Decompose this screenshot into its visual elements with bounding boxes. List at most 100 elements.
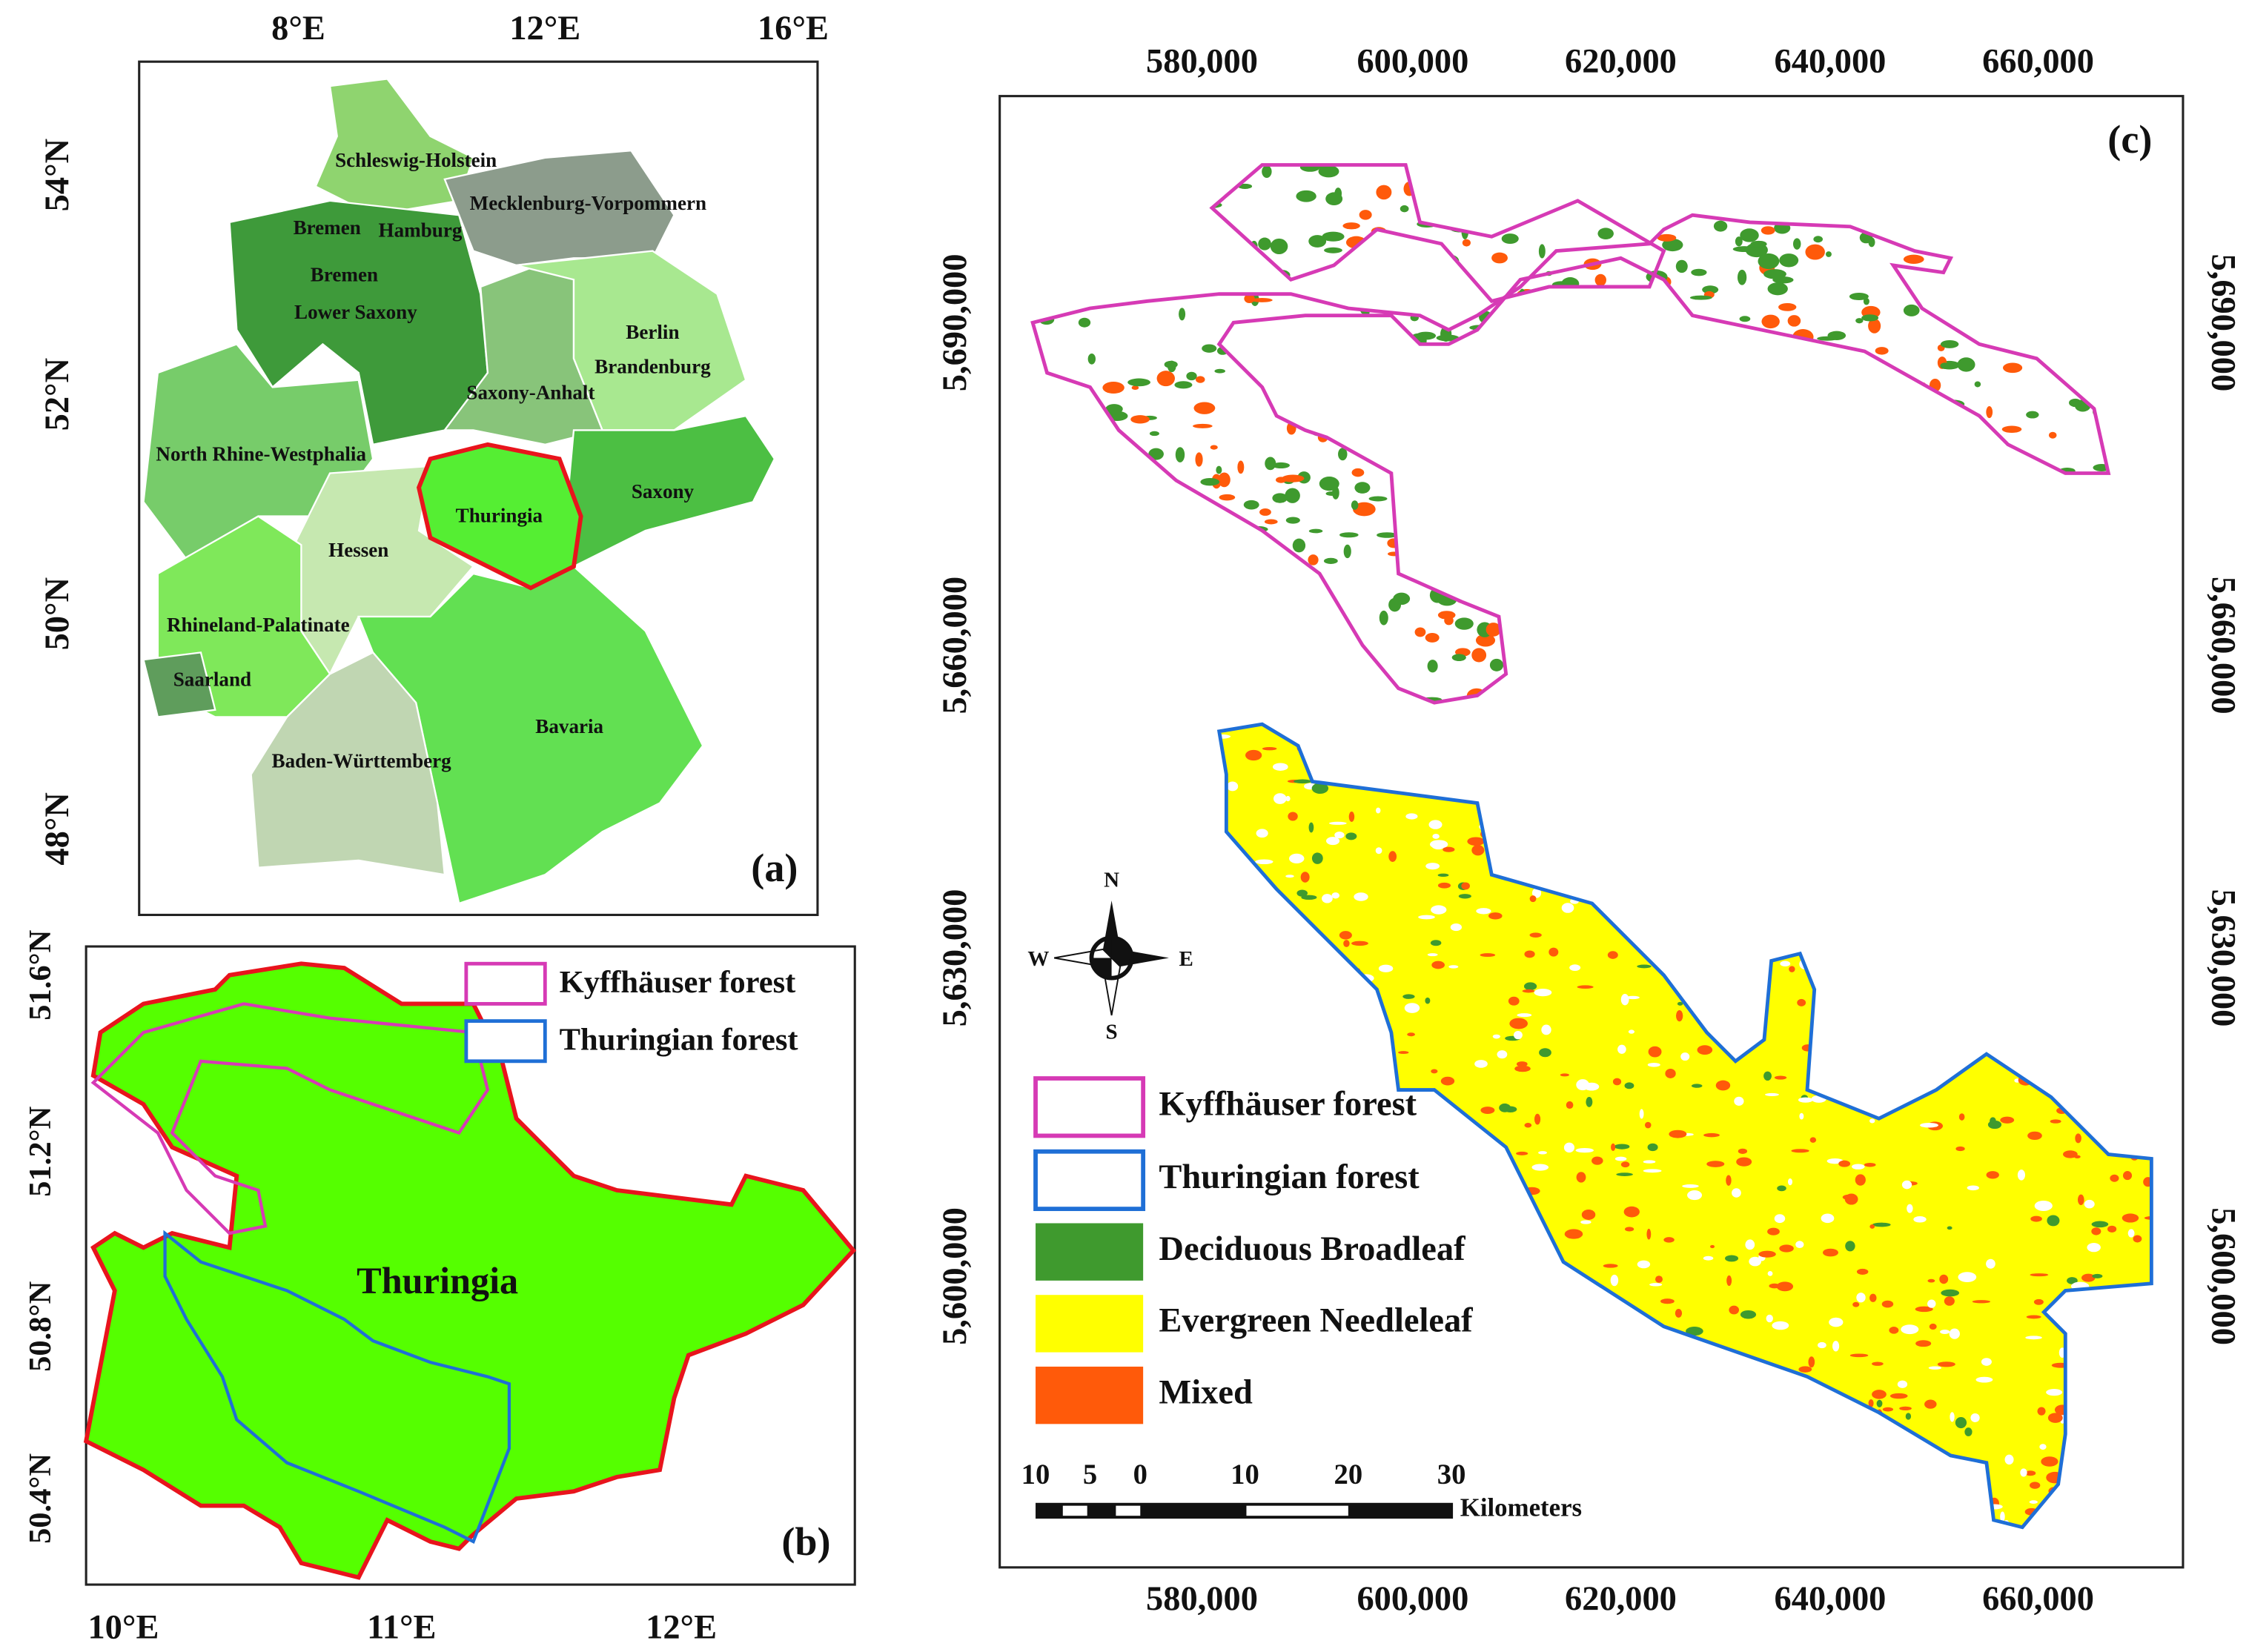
land-cover-patch bbox=[2117, 892, 2122, 903]
land-cover-patch bbox=[1149, 684, 1159, 699]
land-cover-patch bbox=[1461, 183, 1476, 193]
land-cover-patch bbox=[1271, 1401, 1288, 1410]
land-cover-patch bbox=[1378, 964, 1394, 972]
land-cover-patch bbox=[2070, 529, 2084, 543]
land-cover-patch bbox=[2129, 584, 2142, 598]
land-cover-patch bbox=[1314, 697, 1322, 703]
land-cover-patch bbox=[1675, 1309, 1683, 1318]
land-cover-patch bbox=[1582, 544, 1602, 554]
land-cover-patch bbox=[1734, 1401, 1752, 1409]
land-cover-patch bbox=[1565, 383, 1572, 394]
land-cover-patch bbox=[1931, 150, 1953, 159]
land-cover-patch bbox=[1779, 1244, 1794, 1253]
land-cover-patch bbox=[1720, 795, 1731, 799]
land-cover-patch bbox=[1334, 831, 1345, 839]
land-cover-patch bbox=[1090, 418, 1101, 433]
land-cover-patch bbox=[1471, 648, 1487, 663]
land-cover-patch bbox=[2125, 1013, 2133, 1025]
land-cover-patch bbox=[1616, 371, 1636, 381]
land-cover-patch bbox=[1538, 1444, 1556, 1456]
land-cover-patch bbox=[1524, 1123, 1532, 1128]
land-cover-patch bbox=[1633, 1390, 1652, 1394]
land-cover-patch bbox=[1501, 233, 1519, 244]
land-cover-patch bbox=[1121, 213, 1145, 219]
legend-label: Evergreen Needleleaf bbox=[1159, 1302, 1473, 1340]
land-cover-patch bbox=[2044, 995, 2051, 1004]
land-cover-patch bbox=[1388, 597, 1402, 612]
land-cover-patch bbox=[1995, 178, 2016, 190]
land-cover-patch bbox=[1921, 884, 1933, 892]
land-cover-patch bbox=[1827, 631, 1849, 643]
region-label: Bremen bbox=[311, 264, 378, 286]
land-cover-patch bbox=[1552, 1414, 1567, 1420]
lat-tick-label: 51.2°N bbox=[23, 1106, 58, 1196]
land-cover-patch bbox=[2046, 1389, 2063, 1396]
land-cover-patch bbox=[1969, 706, 1991, 720]
land-cover-patch bbox=[2010, 900, 2018, 907]
easting-tick-label: 580,000 bbox=[1146, 43, 1258, 81]
land-cover-patch bbox=[2038, 136, 2056, 150]
land-cover-patch bbox=[2089, 1018, 2107, 1026]
land-cover-patch bbox=[1851, 200, 1864, 209]
land-cover-patch bbox=[1354, 407, 1374, 419]
land-cover-patch bbox=[1838, 920, 1851, 931]
land-cover-patch bbox=[1794, 700, 1815, 703]
land-cover-patch bbox=[1109, 165, 1117, 173]
land-cover-patch bbox=[1889, 1393, 1908, 1399]
land-cover-patch bbox=[1007, 244, 1019, 254]
land-cover-patch bbox=[1238, 1058, 1256, 1069]
land-cover-patch bbox=[2116, 857, 2131, 866]
land-cover-patch bbox=[1978, 743, 1987, 749]
land-cover-patch bbox=[2124, 441, 2147, 452]
land-cover-patch bbox=[1473, 525, 1493, 534]
land-cover-patch bbox=[2061, 366, 2069, 372]
northing-tick-label: 5,690,000 bbox=[2205, 254, 2242, 392]
land-cover-patch bbox=[2010, 273, 2031, 282]
land-cover-patch bbox=[1193, 402, 1216, 414]
land-cover-patch bbox=[1691, 1084, 1703, 1088]
land-cover-patch bbox=[1562, 458, 1576, 471]
land-cover-patch bbox=[1773, 1513, 1784, 1521]
land-cover-patch bbox=[1620, 1161, 1630, 1168]
land-cover-patch bbox=[1033, 265, 1034, 281]
land-cover-patch bbox=[1729, 1305, 1740, 1315]
land-cover-patch bbox=[1663, 891, 1675, 896]
land-cover-patch bbox=[1798, 1097, 1813, 1103]
land-cover-patch bbox=[1640, 1542, 1649, 1547]
land-cover-patch bbox=[1200, 477, 1220, 486]
land-cover-patch bbox=[1609, 797, 1614, 802]
land-cover-patch bbox=[1400, 205, 1409, 213]
land-cover-patch bbox=[1838, 150, 1849, 161]
land-cover-patch bbox=[1672, 416, 1689, 428]
land-cover-patch bbox=[1525, 598, 1543, 611]
land-cover-patch bbox=[1958, 1113, 1965, 1121]
land-cover-patch bbox=[1507, 703, 1520, 713]
land-cover-patch bbox=[1254, 1363, 1260, 1373]
land-cover-patch bbox=[1696, 595, 1718, 603]
land-cover-patch bbox=[1756, 472, 1770, 482]
land-cover-patch bbox=[1021, 557, 1027, 572]
land-cover-patch bbox=[1904, 891, 1910, 897]
land-cover-patch bbox=[2048, 431, 2057, 439]
land-cover-patch bbox=[1817, 336, 1838, 341]
land-cover-patch bbox=[1497, 488, 1515, 505]
land-cover-patch bbox=[2061, 593, 2078, 606]
land-cover-patch bbox=[1563, 410, 1583, 415]
land-cover-patch bbox=[1858, 1024, 1872, 1032]
land-cover-patch bbox=[1709, 1430, 1721, 1439]
land-cover-patch bbox=[1767, 1227, 1780, 1235]
land-cover-patch bbox=[1483, 197, 1491, 213]
land-cover-patch bbox=[1594, 1293, 1606, 1301]
land-cover-patch bbox=[1932, 515, 1941, 522]
land-cover-patch bbox=[1643, 1520, 1659, 1527]
land-cover-patch bbox=[1739, 316, 1751, 322]
land-cover-patch bbox=[1451, 528, 1461, 538]
land-cover-patch bbox=[2092, 1273, 2103, 1278]
land-cover-patch bbox=[2080, 256, 2101, 271]
land-cover-patch bbox=[1906, 800, 1911, 806]
land-cover-patch bbox=[1321, 1525, 1336, 1527]
land-cover-patch bbox=[2068, 1414, 2084, 1424]
land-cover-patch bbox=[1707, 405, 1727, 419]
lon-tick-label: 8°E bbox=[271, 10, 325, 47]
land-cover-patch bbox=[1270, 238, 1288, 255]
